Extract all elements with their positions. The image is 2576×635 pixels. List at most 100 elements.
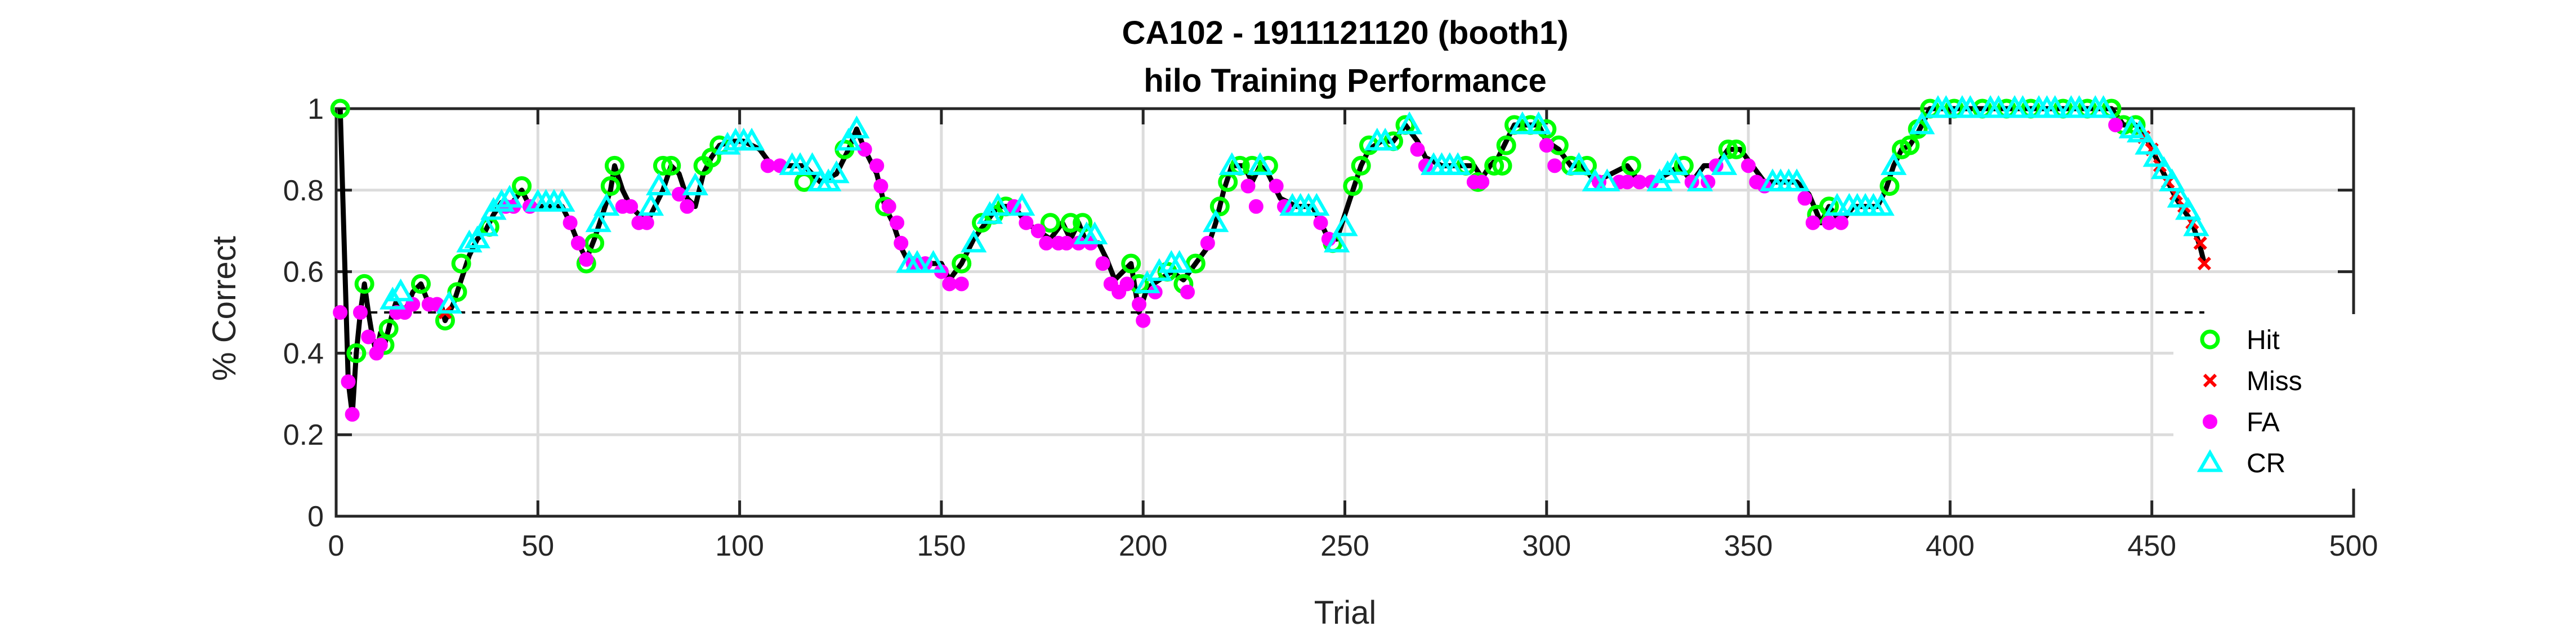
fa-marker [1095, 256, 1110, 271]
fa-marker [1805, 215, 1820, 230]
miss-marker-stroke [2193, 236, 2207, 251]
cr-marker [1082, 221, 1108, 244]
hit-marker [1060, 213, 1081, 233]
miss-marker [2197, 256, 2211, 271]
y-tick-label: 0.4 [283, 337, 324, 370]
series-cr [380, 95, 2209, 314]
hit-marker [1121, 253, 1141, 274]
hit-marker [330, 99, 350, 119]
fa-marker [623, 199, 639, 214]
hit-marker [1718, 139, 1738, 159]
cr-marker [1783, 168, 1810, 191]
fa-marker [1620, 175, 1635, 190]
legend-items: Hit Miss FA CR [2196, 325, 2302, 479]
cr-marker [2175, 196, 2202, 220]
cr-marker [843, 115, 870, 138]
cr-marker [1933, 95, 1959, 118]
cr-marker [585, 209, 611, 232]
hit-marker [653, 155, 673, 176]
hit-marker [354, 274, 374, 294]
cr-marker [1444, 152, 1471, 175]
fa-marker [333, 305, 348, 320]
cr-marker [682, 172, 708, 196]
x-tick-label: 500 [2329, 530, 2378, 562]
fa-marker [345, 407, 360, 422]
y-tick-label: 0.2 [283, 419, 324, 451]
hit-marker [1621, 155, 1641, 176]
fa-marker [562, 215, 578, 230]
fa-marker [1313, 215, 1328, 230]
fa-marker [352, 305, 368, 320]
cr-marker [2066, 95, 2092, 118]
legend-cr-icon [2196, 449, 2224, 472]
fa-marker [1030, 223, 1046, 239]
hit-marker [604, 155, 624, 176]
cr-marker [1957, 95, 1984, 118]
cr-marker [436, 290, 462, 314]
fa-marker [1119, 276, 1135, 292]
fa-marker [361, 329, 376, 345]
fa-marker [760, 158, 775, 173]
cr-marker [2167, 185, 2194, 208]
fa-marker [890, 215, 905, 230]
cr-marker [2159, 168, 2185, 191]
cr-marker [593, 193, 620, 216]
fa-marker [1833, 215, 1849, 230]
hit-marker [1537, 119, 1557, 139]
cr-marker [464, 225, 490, 249]
fa-marker [1269, 178, 1284, 194]
cr-marker [1824, 193, 1850, 216]
hit-marker [1492, 155, 1512, 176]
legend-fa-label: FA [2247, 408, 2280, 437]
fa-marker [1240, 178, 1256, 194]
cr-marker [985, 193, 1011, 216]
hit-marker [378, 319, 399, 339]
cr-marker [1134, 270, 1160, 293]
miss-marker [2193, 236, 2207, 251]
cr-marker [2090, 95, 2117, 118]
chart-subtitle: hilo Training Performance [1144, 62, 1546, 99]
axes: 0 50 100 150 200 250 300 350 400 450 500 0 0.2 0.4 0.6… [283, 93, 2378, 562]
cr-marker [1662, 152, 1689, 175]
cr-marker [823, 160, 850, 184]
trial-markers [330, 95, 2211, 422]
cr-marker [1868, 193, 1895, 216]
legend-hit-label: Hit [2247, 325, 2280, 355]
cr-marker [2183, 213, 2209, 236]
hit-marker [1040, 213, 1060, 233]
x-tick-label: 200 [1119, 530, 1168, 562]
cr-marker [456, 229, 483, 253]
hit-marker [346, 343, 367, 363]
cr-marker [1247, 152, 1274, 175]
miss-marker-stroke [2197, 256, 2211, 271]
fa-marker [1547, 158, 1562, 173]
hit-marker [584, 233, 605, 253]
cr-marker [488, 189, 515, 212]
fa-marker [1019, 215, 1034, 230]
hit-marker [1185, 253, 1206, 274]
cr-marker [2142, 144, 2169, 167]
hit-marker [1209, 196, 1230, 217]
cr-marker [1009, 193, 1035, 216]
cr-marker [1525, 111, 1552, 135]
cr-marker [1323, 229, 1350, 253]
fa-marker [639, 215, 654, 230]
cr-marker [1909, 111, 1935, 135]
cr-marker [387, 278, 414, 302]
legend-cr-label: CR [2247, 449, 2285, 479]
cr-marker [2042, 95, 2068, 118]
fa-marker [1797, 191, 1812, 206]
fa-marker [1039, 235, 1054, 251]
legend: Hit Miss FA CR [2173, 314, 2394, 489]
fa-marker [942, 276, 957, 292]
cr-marker [646, 172, 672, 196]
cr-marker [1203, 209, 1229, 232]
hit-marker [1484, 155, 1504, 176]
y-tick-label: 1 [307, 93, 324, 126]
hit-marker [952, 253, 972, 274]
legend-miss-icon-stroke [2203, 373, 2217, 388]
fa-marker [1059, 235, 1074, 251]
hit-marker [661, 155, 681, 176]
fa-marker [341, 374, 356, 390]
